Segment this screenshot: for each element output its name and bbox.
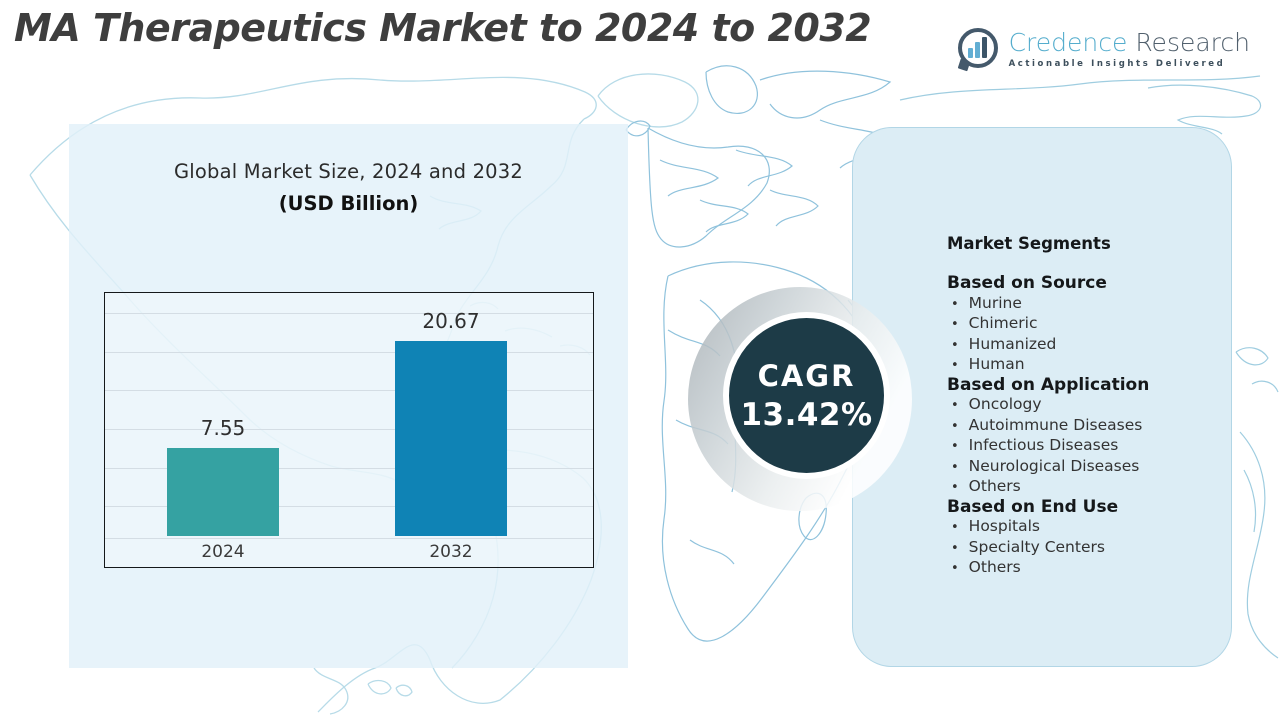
gridline xyxy=(105,390,593,391)
gridline xyxy=(105,468,593,469)
bar-plot: 7.55 2024 20.67 2032 xyxy=(104,292,594,568)
bar-2032 xyxy=(395,341,507,536)
bar-column-2032: 20.67 2032 xyxy=(395,293,507,567)
bar-column-2024: 7.55 2024 xyxy=(167,293,279,567)
logo-name-credence: Credence xyxy=(1008,27,1128,57)
segment-item: • Autoimmune Diseases xyxy=(947,416,1201,437)
bullet-icon: • xyxy=(951,398,959,413)
segment-item: • Others xyxy=(947,558,1201,579)
segment-item: • Chimeric xyxy=(947,314,1201,335)
credence-research-logo: Credence Research Actionable Insights De… xyxy=(957,28,1250,72)
segment-item: • Hospitals xyxy=(947,517,1201,538)
chart-panel: Global Market Size, 2024 and 2032 (USD B… xyxy=(69,124,628,668)
segment-item-label: Chimeric xyxy=(968,314,1038,332)
segment-list: • Oncology • Autoimmune Diseases • Infectious… xyxy=(947,395,1201,498)
segment-section-heading: Based on Application xyxy=(947,374,1150,395)
logo-bar-large xyxy=(982,37,988,58)
gridline xyxy=(105,506,593,507)
segment-item-label: Hospitals xyxy=(968,517,1040,535)
logo-tagline: Actionable Insights Delivered xyxy=(1008,58,1226,69)
segment-item: • Murine xyxy=(947,294,1201,315)
cagr-value: 13.42% xyxy=(740,396,873,433)
gridline xyxy=(105,538,593,539)
market-segments-panel: Market Segments Based on Source • Murine • C… xyxy=(852,127,1232,667)
logo-bar-small xyxy=(968,48,974,58)
gridline xyxy=(105,352,593,353)
bar-chart-speech-bubble-icon xyxy=(957,28,1000,72)
segment-item-label: Human xyxy=(968,355,1025,373)
chart-title: Global Market Size, 2024 and 2032 xyxy=(174,160,523,183)
bar-value-label: 7.55 xyxy=(200,416,246,440)
gridline xyxy=(105,429,593,430)
segment-item-label: Others xyxy=(968,558,1021,576)
segment-section-heading: Based on End Use xyxy=(947,496,1119,517)
segment-item-label: Autoimmune Diseases xyxy=(968,415,1143,434)
segment-item-label: Infectious Diseases xyxy=(968,436,1119,454)
segment-item-label: Others xyxy=(968,477,1021,495)
segment-item: • Human xyxy=(947,355,1201,376)
cagr-badge: CAGR 13.42% xyxy=(723,312,890,479)
bar-2024 xyxy=(167,448,279,536)
segment-item: • Oncology xyxy=(947,395,1201,416)
bar-value-label: 20.67 xyxy=(422,309,480,333)
segments-container: Based on Source • Murine • Chimeric • Humanize… xyxy=(947,273,1201,579)
logo-text: Credence Research Actionable Insights De… xyxy=(1009,30,1250,69)
segment-item-label: Neurological Diseases xyxy=(968,456,1140,475)
bullet-icon: • xyxy=(951,520,959,535)
chart-title-block: Global Market Size, 2024 and 2032 (USD B… xyxy=(69,160,628,215)
logo-bubble-ring xyxy=(957,28,998,68)
segment-item-label: Murine xyxy=(968,293,1022,312)
segment-section-heading: Based on Source xyxy=(947,273,1107,293)
bullet-icon: • xyxy=(951,317,959,332)
segment-item-label: Oncology xyxy=(968,395,1042,413)
logo-bar-medium xyxy=(975,42,981,58)
segment-item-label: Humanized xyxy=(968,334,1057,353)
segment-item: • Specialty Centers xyxy=(947,538,1201,559)
segment-list: • Hospitals • Specialty Centers • Others xyxy=(947,517,1201,579)
segment-item: • Humanized xyxy=(947,335,1201,356)
bullet-icon: • xyxy=(951,439,959,454)
logo-name: Credence Research xyxy=(1009,30,1250,55)
chart-subtitle: (USD Billion) xyxy=(278,192,419,215)
segment-item: • Others xyxy=(947,477,1201,498)
bullet-icon: • xyxy=(951,358,959,373)
bullet-icon: • xyxy=(951,480,959,495)
bullet-icon: • xyxy=(951,540,959,556)
segment-item: • Neurological Diseases xyxy=(947,457,1201,478)
segment-item-label: Specialty Centers xyxy=(968,537,1105,556)
segments-heading: Market Segments xyxy=(947,234,1111,253)
logo-name-research: Research xyxy=(1135,27,1250,57)
segment-list: • Murine • Chimeric • Humanized • Human xyxy=(947,294,1201,376)
x-axis-label: 2032 xyxy=(429,542,473,562)
bullet-icon: • xyxy=(951,337,959,353)
bullet-icon: • xyxy=(951,418,959,434)
page-title: MA Therapeutics Market to 2024 to 2032 xyxy=(14,6,872,50)
segment-item: • Infectious Diseases xyxy=(947,436,1201,457)
gridline xyxy=(105,313,593,314)
bullet-icon: • xyxy=(951,296,959,312)
cagr-label: CAGR xyxy=(757,358,856,393)
bullet-icon: • xyxy=(951,561,959,576)
bullet-icon: • xyxy=(951,459,959,475)
logo-bubble-tail xyxy=(957,58,970,72)
x-axis-label: 2024 xyxy=(201,542,245,562)
